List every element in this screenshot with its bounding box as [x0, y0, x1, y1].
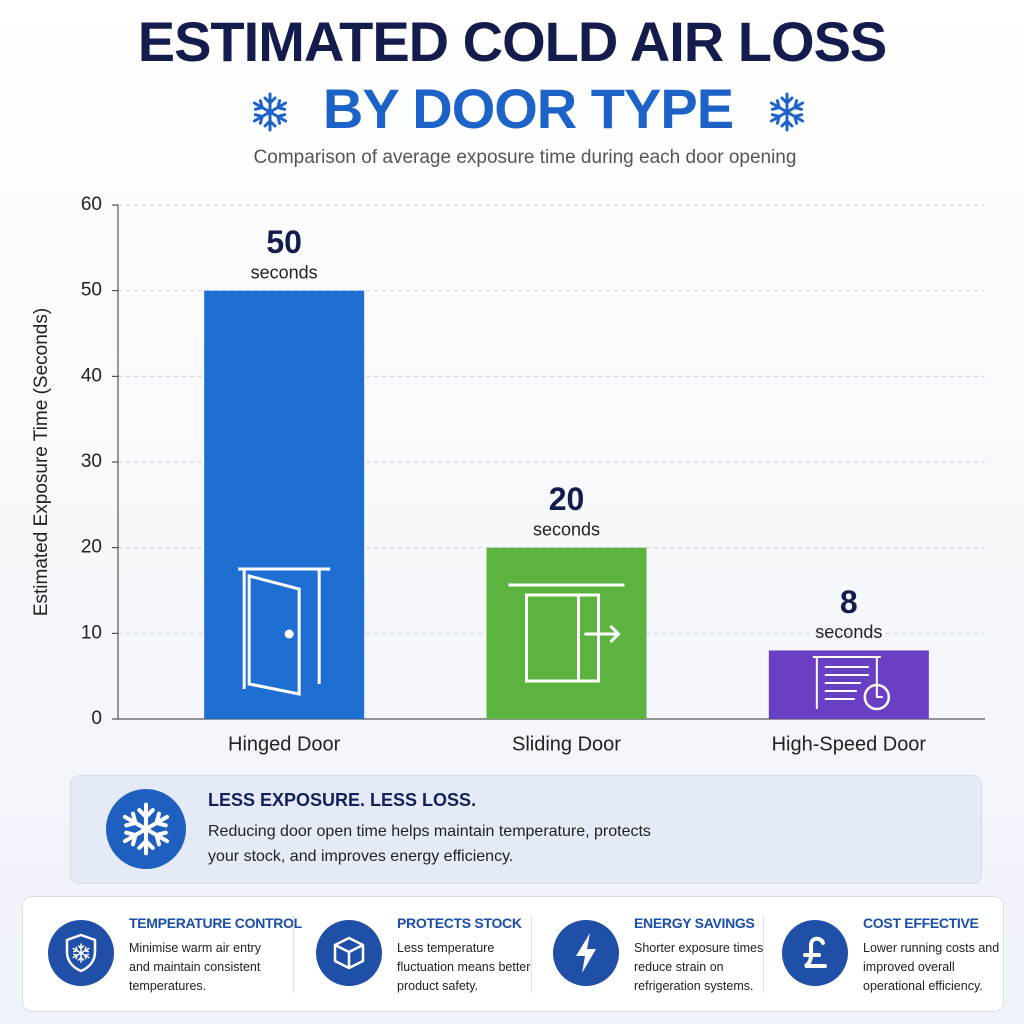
feature-title: ENERGY SAVINGS: [634, 915, 755, 931]
chart-title: ESTIMATED COLD AIR LOSS: [138, 10, 887, 73]
callout: LESS EXPOSURE. LESS LOSS. Reducing door …: [70, 775, 982, 884]
value-label: 20: [549, 481, 585, 517]
snowflake-icon: [769, 92, 805, 132]
door-icon: [238, 567, 331, 696]
feature-title: TEMPERATURE CONTROL: [129, 915, 302, 931]
x-tick-label: High-Speed Door: [772, 733, 927, 755]
y-tick-label: 20: [81, 537, 102, 558]
subtitle: Comparison of average exposure time duri…: [254, 147, 797, 168]
feature-icon: [316, 920, 382, 986]
bar: [486, 547, 647, 719]
icon-part: [875, 689, 883, 698]
icon-part: [284, 629, 294, 639]
callout-heading: LESS EXPOSURE. LESS LOSS.: [208, 790, 477, 810]
y-tick-label: 0: [91, 708, 102, 729]
icon-part: [812, 656, 881, 709]
feature-icon: [48, 920, 114, 986]
snowflake-icon: [252, 92, 288, 132]
feature-text: Minimise warm air entry and maintain con…: [129, 941, 261, 993]
y-tick-label: 10: [81, 622, 102, 643]
features: TEMPERATURE CONTROL Minimise warm air en…: [22, 896, 1004, 1012]
value-unit: seconds: [251, 262, 318, 282]
callout-icon: [106, 789, 186, 869]
feature-text: Lower running costs and improved overall…: [863, 941, 1000, 993]
y-tick-label: 50: [81, 280, 102, 301]
icon-part: [508, 583, 625, 683]
feature-title: COST EFFECTIVE: [863, 915, 979, 931]
callout-text: Reducing door open time helps maintain t…: [208, 823, 651, 865]
feature-icon: [782, 920, 848, 986]
feature-icon: [553, 920, 619, 986]
bar: [768, 650, 929, 719]
value-label: 50: [266, 224, 302, 260]
chart: ESTIMATED COLD AIR LOSS BY DOOR TYPE Com…: [31, 10, 985, 755]
icon-part: [863, 683, 891, 711]
y-axis-label: Estimated Exposure Time (Seconds): [31, 308, 52, 616]
icon-part: [238, 567, 331, 696]
y-tick-label: 30: [81, 451, 102, 472]
bar: [204, 290, 365, 719]
x-tick-label: Sliding Door: [512, 733, 621, 755]
door-icon: [508, 583, 625, 683]
feature-title: PROTECTS STOCK: [397, 915, 522, 931]
value-unit: seconds: [533, 519, 600, 539]
door-icon: [812, 656, 891, 711]
feature-text: Shorter exposure times reduce strain on …: [634, 941, 764, 993]
chart-title-line2: BY DOOR TYPE: [323, 77, 733, 140]
value-label: 8: [840, 584, 858, 620]
value-unit: seconds: [815, 622, 882, 642]
y-tick-label: 60: [81, 194, 102, 215]
x-tick-label: Hinged Door: [228, 733, 341, 755]
feature-text: Less temperature fluctuation means bette…: [397, 941, 531, 993]
y-tick-label: 40: [81, 365, 102, 386]
